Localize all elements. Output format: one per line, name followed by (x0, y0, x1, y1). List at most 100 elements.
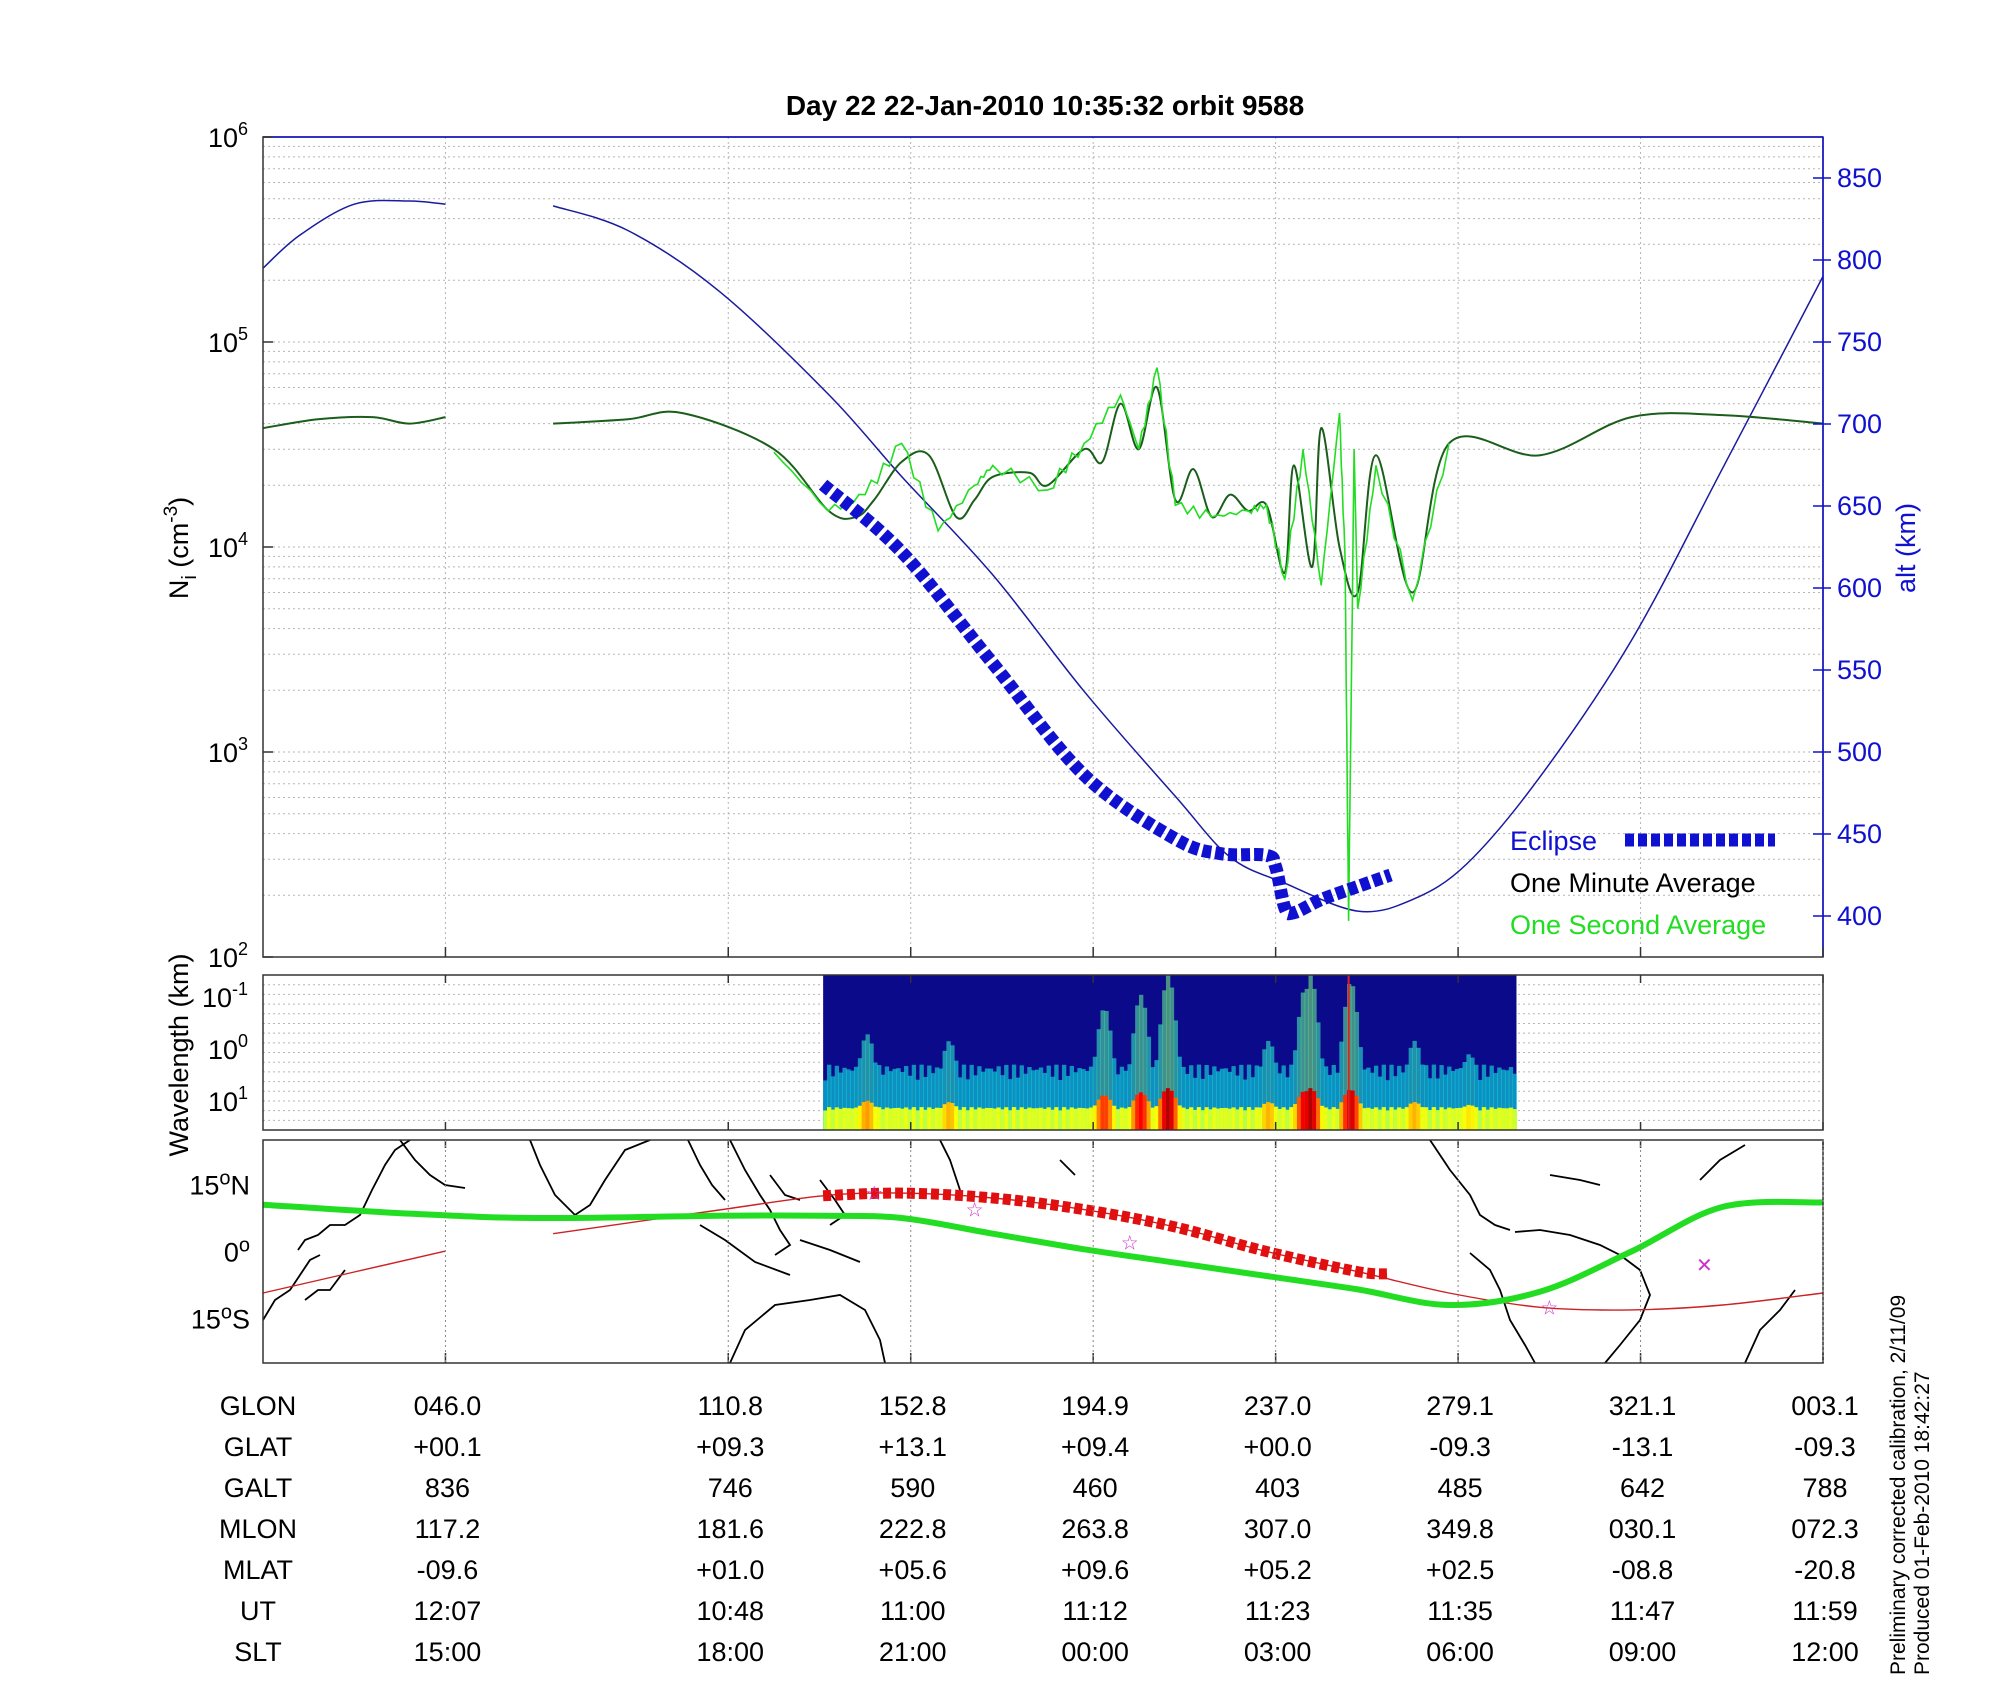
spectrogram-column (1011, 1064, 1017, 1130)
spectrogram-column-base (988, 1107, 994, 1130)
spectrogram-column (1439, 1065, 1444, 1130)
tick-exp: 1 (238, 1083, 248, 1103)
y-tick-label: 105 (208, 324, 248, 358)
spectrogram-column-base (842, 1107, 847, 1130)
x-tick-marks (444, 947, 1824, 1363)
spectrogram-column (1231, 1066, 1236, 1130)
spectrogram-column-base (1011, 1107, 1017, 1130)
spectrogram-column (1362, 1069, 1367, 1130)
y2-tick-label: 500 (1837, 737, 1882, 767)
y2-tick-label: 750 (1837, 327, 1882, 357)
spectrogram-column-base (1165, 1088, 1171, 1130)
spectrogram-column (1131, 1033, 1136, 1130)
spectrogram-column-base (1450, 1108, 1456, 1130)
map-coastline (1469, 1252, 1536, 1364)
map-coastline (1514, 1229, 1651, 1364)
spectrogram-column (977, 1066, 982, 1130)
spectrogram-column (1335, 1072, 1340, 1130)
spectrogram-column-base (1273, 1106, 1279, 1130)
table-cell: 590 (890, 1473, 935, 1503)
spectrogram-column (1142, 1007, 1148, 1130)
map-tick-degree: o (221, 1301, 232, 1323)
table-cell: 18:00 (696, 1637, 764, 1667)
spectrogram-column (1073, 1072, 1078, 1130)
y-tick-label: 102 (208, 939, 248, 973)
spectrogram-column-base (1142, 1095, 1148, 1130)
spectrogram-column (1246, 1064, 1252, 1130)
spectrogram-column (1350, 986, 1356, 1130)
spectrogram-column-base (1131, 1100, 1136, 1130)
spectrogram-column-base (1023, 1109, 1028, 1130)
table-cell: 030.1 (1609, 1514, 1677, 1544)
spectrogram-column (942, 1050, 947, 1130)
spectrogram-column (846, 1069, 851, 1130)
spectrogram-column-base (1069, 1107, 1075, 1130)
spectrogram-column-base (919, 1107, 924, 1130)
spectrogram-column (1450, 1070, 1456, 1130)
spectrogram-column-base (1470, 1105, 1475, 1130)
spectrogram-column (1046, 1065, 1051, 1130)
spectrogram-column (1138, 994, 1144, 1130)
spectrogram-column (1258, 1066, 1263, 1130)
map-coastline (769, 1174, 801, 1201)
spectrogram-column-base (884, 1107, 890, 1130)
spectrogram-column (1008, 1079, 1013, 1130)
map-magnetic-equator (262, 1198, 1824, 1309)
spectrogram-column-base (1008, 1110, 1013, 1130)
spectrogram-column (1077, 1068, 1082, 1130)
y-tick-base: 10 (208, 738, 238, 768)
spectrogram-column-base (873, 1106, 878, 1130)
spectrogram-column-base (1061, 1107, 1067, 1130)
footer-line2: Produced 01-Feb-2010 18:42:27 (1911, 1371, 1934, 1675)
spectrogram-column (1158, 1024, 1163, 1130)
legend-second-label: One Second Average (1510, 910, 1766, 940)
spectrogram-column (1058, 1079, 1063, 1130)
spectrogram-column-base (869, 1102, 874, 1130)
spectrogram-column-base (969, 1107, 974, 1130)
spectrogram-column (1373, 1065, 1379, 1130)
spectrogram-column-base (915, 1110, 920, 1130)
table-cell: -09.3 (1794, 1432, 1856, 1462)
spectrogram-column (904, 1066, 909, 1130)
spectrogram-column-base (1219, 1108, 1225, 1130)
spectrogram-column-base (830, 1109, 836, 1130)
spectrogram-tick-label: 100 (208, 1031, 248, 1065)
spectrogram-column-base (904, 1107, 909, 1130)
spectrogram-column-base (1420, 1107, 1425, 1130)
table-row-label: SLT (234, 1637, 282, 1667)
table-cell: 03:00 (1244, 1637, 1312, 1667)
spectrogram-column (1023, 1073, 1028, 1130)
map-tick-degree: o (239, 1235, 250, 1257)
spectrogram-column (957, 1077, 963, 1130)
legend: Eclipse One Minute Average One Second Av… (1510, 826, 1775, 940)
table-cell: 11:12 (1062, 1596, 1128, 1626)
spectrogram-column-base (1015, 1109, 1021, 1130)
map-coastline (304, 1269, 346, 1301)
map-coastline (399, 1139, 466, 1189)
tick-base: 10 (202, 983, 232, 1013)
spectrogram-column (1092, 1056, 1098, 1130)
spectrogram-column (1377, 1076, 1383, 1130)
top-ylabel-right: alt (km) (1891, 503, 1921, 593)
ylabel-sub: i (179, 575, 201, 579)
spectrogram-column (1366, 1067, 1371, 1130)
spectrogram-column-base (1489, 1107, 1494, 1130)
spectrogram-column (896, 1068, 901, 1130)
table-row-label: MLAT (223, 1555, 293, 1585)
spectrogram-column (1104, 1010, 1109, 1130)
spectrogram-column (1312, 988, 1317, 1130)
spectrogram-column (950, 1045, 955, 1130)
spectrogram-column (1404, 1064, 1410, 1130)
legend-minute-label: One Minute Average (1510, 868, 1756, 898)
spectrogram-column-base (1158, 1098, 1163, 1130)
y-tick-exp: 6 (238, 119, 248, 139)
ylabel-close: ) (164, 497, 194, 506)
spectrogram-column-base (1108, 1099, 1113, 1130)
spectrogram-column (961, 1064, 967, 1130)
y2-tick-label: 400 (1837, 901, 1882, 931)
spectrogram-column (907, 1075, 913, 1130)
spectrogram-column-base (1323, 1107, 1329, 1130)
spectrogram-column-base (1000, 1109, 1005, 1130)
spectrogram-column (1227, 1071, 1232, 1130)
